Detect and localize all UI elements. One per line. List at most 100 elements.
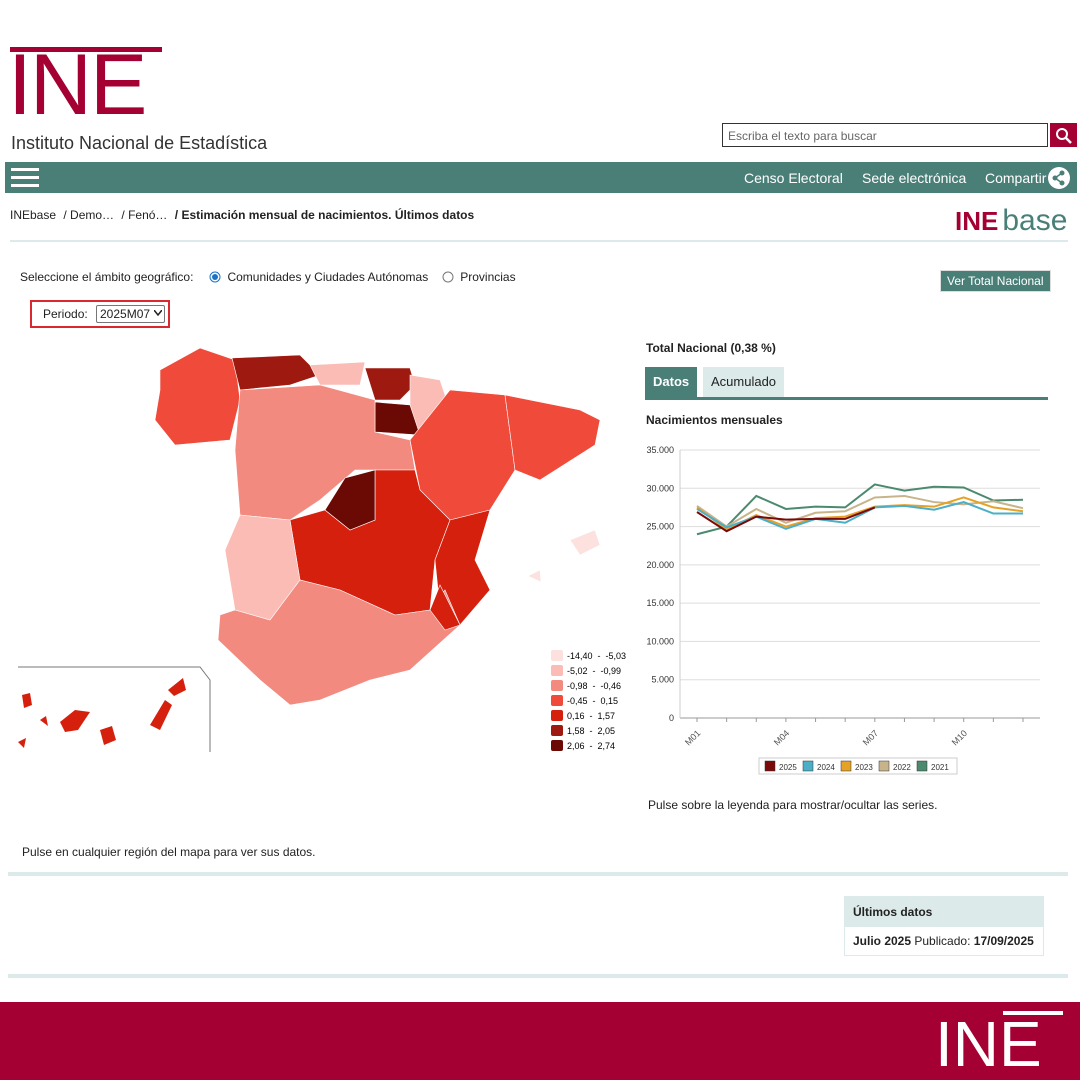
region[interactable] [324,469,376,531]
legend-swatch [551,665,563,676]
region[interactable] [231,354,321,391]
divider [8,974,1068,978]
legend-swatch [551,710,563,721]
legend-label: 1,58 - 2,05 [567,726,615,736]
y-tick-label: 25.000 [646,522,674,532]
legend-label[interactable]: 2023 [855,763,873,772]
scope-selector: Seleccione el ámbito geográfico: Comunid… [20,270,516,284]
subtitle: Instituto Nacional de Estadística [11,133,268,153]
inebase-logo-base: base [1002,204,1068,237]
search-button[interactable] [1050,123,1077,147]
x-tick-label: M04 [772,728,791,747]
divider [10,240,1068,242]
legend-swatch[interactable] [916,760,928,772]
total-button[interactable]: Ver Total Nacional [940,270,1051,292]
nav-link[interactable]: Sede electrónica [862,170,967,186]
breadcrumb-current: / Estimación mensual de nacimientos. Últ… [174,208,475,222]
latest-row: Julio 2025 Publicado: 17/09/2025 [845,927,1043,955]
legend-swatch[interactable] [764,760,776,772]
y-tick-label: 10.000 [646,636,674,646]
footer: INE [0,1002,1080,1080]
legend-label[interactable]: 2024 [817,763,835,772]
footer-logo-bar [1003,1011,1063,1015]
latest-title: Últimos datos [845,897,1043,927]
region[interactable] [217,579,461,706]
breadcrumb-item[interactable]: / Demo… [63,208,115,222]
legend-swatch [551,680,563,691]
region[interactable] [364,367,416,401]
series-line [696,483,1024,536]
x-tick-label: M01 [683,728,702,747]
legend-label: -5,02 - -0,99 [567,666,621,676]
legend-swatch [551,695,563,706]
legend-swatch[interactable] [802,760,814,772]
legend-swatch [551,725,563,736]
x-tick-label: M10 [950,728,969,747]
latest-date: 17/09/2025 [973,934,1034,948]
search-icon [1056,128,1072,144]
legend-swatch[interactable] [840,760,852,772]
radio[interactable] [442,271,454,283]
legend-label[interactable]: 2022 [893,763,911,772]
legend-label[interactable]: 2025 [779,763,797,772]
map-legend: -14,40 - -5,03 -5,02 - -0,99 -0,98 - -0,46… [551,650,626,751]
latest-period: Julio 2025 [853,934,912,948]
breadcrumb-item[interactable]: INEbase [10,208,57,222]
breadcrumb-item[interactable]: / Fenó… [121,208,168,222]
canary-islands[interactable] [18,678,186,748]
region[interactable] [434,509,491,626]
tab-underline [645,397,1048,400]
menu-icon[interactable] [11,166,41,190]
latest-box: Últimos datos Julio 2025 Publicado: 17/0… [844,896,1044,956]
inebase-logo-ine: INE [955,206,999,236]
region[interactable] [309,361,366,386]
radio-label[interactable]: Provincias [460,270,516,284]
nav-link[interactable]: Censo Electoral [744,170,843,186]
region[interactable] [504,394,601,481]
map: -14,40 - -5,03 -5,02 - -0,99 -0,98 - -0,46… [18,347,626,752]
y-tick-label: 20.000 [646,560,674,570]
tab[interactable]: Acumulado [703,367,785,397]
legend-label: -0,45 - 0,15 [567,696,618,706]
y-tick-label: 30.000 [646,483,674,493]
region[interactable] [527,569,542,583]
chart-title: Nacimientos mensuales [646,413,783,427]
radio-label[interactable]: Comunidades y Ciudades Autónomas [227,270,429,284]
legend-swatch [551,650,563,661]
period-select[interactable]: 2025M07 [96,305,166,323]
legend-swatch[interactable] [878,760,890,772]
region[interactable] [569,529,601,556]
region[interactable] [429,584,461,631]
tab-active[interactable]: Datos [645,367,698,397]
map-note: Pulse en cualquier región del mapa para … [22,845,316,859]
logo[interactable]: INE [8,37,147,133]
inebase-logo: INE base [955,203,1067,239]
scope-label: Seleccione el ámbito geográfico: [20,270,194,284]
select-arrow [154,310,162,316]
divider [8,872,1068,876]
logo-bar [10,47,162,52]
share-icon[interactable] [1047,166,1071,190]
inset-border [18,666,211,752]
legend-label[interactable]: 2021 [931,763,949,772]
search-input[interactable]: Escriba el texto para buscar [722,123,1048,147]
legend-label: -0,98 - -0,46 [567,681,621,691]
radio-checked[interactable] [209,271,221,283]
breadcrumb: INEbase / Demo… / Fenó… / Estimación men… [10,208,474,222]
line-chart: 0 5.000 10.000 15.000 20.000 25.000 30.000 35.0… [646,445,1040,775]
series-line [696,506,876,533]
panel-title: Total Nacional (0,38 %) [646,341,776,355]
y-tick-label: 5.000 [651,675,674,685]
y-tick-label: 15.000 [646,598,674,608]
x-tick-label: M07 [861,728,880,747]
footer-logo: INE [935,1008,1042,1080]
nav-bar: Censo Electoral Sede electrónica Compart… [5,162,1077,193]
period-label: Periodo: [43,307,88,321]
legend-swatch [551,740,563,751]
nav-link[interactable]: Compartir [985,170,1047,186]
region[interactable] [154,347,241,446]
latest-label: Publicado: [914,934,971,948]
legend-label: -14,40 - -5,03 [567,651,626,661]
y-tick-label: 35.000 [646,445,674,455]
